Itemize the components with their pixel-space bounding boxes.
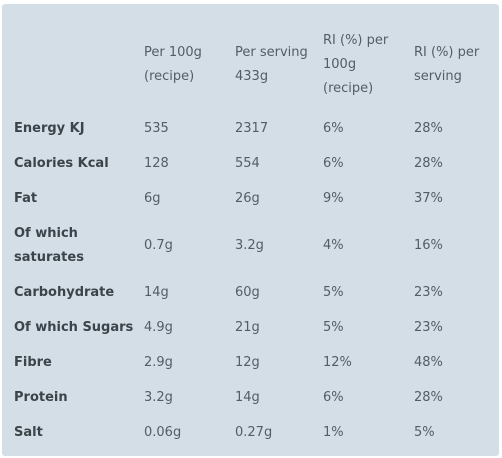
ri-per-serving-value: 23% — [414, 319, 443, 335]
ri-per-100g-value: 5% — [323, 319, 344, 335]
per-100g-value: 128 — [144, 155, 169, 171]
table-row: Energy KJ 535 2317 6% 28% — [14, 111, 494, 146]
nutrient-label: Protein — [14, 389, 68, 405]
per-100g-value: 2.9g — [144, 354, 173, 370]
header-per-serving-label: Per serving 433g — [235, 44, 308, 84]
table-row: Calories Kcal 128 554 6% 28% — [14, 146, 494, 181]
ri-per-serving-value: 48% — [414, 354, 443, 370]
header-row: Per 100g (recipe) Per serving 433g RI (%… — [14, 18, 494, 111]
nutrient-label: Fibre — [14, 354, 52, 370]
nutrient-label: Of which saturates — [14, 216, 144, 275]
per-serving-value: 0.27g — [235, 424, 273, 440]
ri-per-serving-value: 28% — [414, 120, 443, 136]
header-per-serving: Per serving 433g — [235, 18, 323, 111]
per-serving-value: 2317 — [235, 120, 269, 136]
per-serving-value: 60g — [235, 284, 260, 300]
ri-per-serving-value: 28% — [414, 389, 443, 405]
per-serving-value: 14g — [235, 389, 260, 405]
nutrient-label: Calories Kcal — [14, 155, 109, 171]
nutrient-label-text: Of which saturates — [14, 225, 84, 265]
ri-per-100g-value: 9% — [323, 190, 344, 206]
per-serving-value: 12g — [235, 354, 260, 370]
per-serving-value: 554 — [235, 155, 260, 171]
ri-per-serving-value: 28% — [414, 155, 443, 171]
header-ri-per-serving: RI (%) per serving — [414, 18, 494, 111]
per-100g-value: 535 — [144, 120, 169, 136]
per-100g-value: 0.06g — [144, 424, 182, 440]
table-row: Protein 3.2g 14g 6% 28% — [14, 380, 494, 415]
ri-per-serving-value: 23% — [414, 284, 443, 300]
nutrient-label: Salt — [14, 424, 43, 440]
per-100g-value: 0.7g — [144, 237, 173, 253]
per-serving-value: 21g — [235, 319, 260, 335]
table-row: Fat 6g 26g 9% 37% — [14, 181, 494, 216]
header-ri-per-100g: RI (%) per 100g (recipe) — [323, 18, 414, 111]
per-100g-value: 14g — [144, 284, 169, 300]
header-per-100g: Per 100g (recipe) — [144, 18, 235, 111]
header-ri-per-100g-label: RI (%) per 100g (recipe) — [323, 32, 389, 96]
nutrition-table: Per 100g (recipe) Per serving 433g RI (%… — [14, 18, 494, 450]
nutrient-label: Fat — [14, 190, 38, 206]
per-serving-value: 3.2g — [235, 237, 264, 253]
header-per-100g-label: Per 100g (recipe) — [144, 44, 202, 84]
ri-per-100g-value: 4% — [323, 237, 344, 253]
ri-per-100g-value: 1% — [323, 424, 344, 440]
ri-per-serving-value: 16% — [414, 237, 443, 253]
ri-per-100g-value: 12% — [323, 354, 352, 370]
header-nutrient — [14, 18, 144, 111]
table-row: Salt 0.06g 0.27g 1% 5% — [14, 415, 494, 450]
table-row: Fibre 2.9g 12g 12% 48% — [14, 345, 494, 380]
ri-per-100g-value: 5% — [323, 284, 344, 300]
table-row: Of which Sugars 4.9g 21g 5% 23% — [14, 310, 494, 345]
nutrient-label: Energy KJ — [14, 120, 85, 136]
table-row: Of which saturates 0.7g 3.2g 4% 16% — [14, 216, 494, 275]
nutrition-panel: Per 100g (recipe) Per serving 433g RI (%… — [2, 4, 499, 456]
ri-per-100g-value: 6% — [323, 120, 344, 136]
nutrient-label: Carbohydrate — [14, 284, 115, 300]
per-100g-value: 4.9g — [144, 319, 173, 335]
ri-per-100g-value: 6% — [323, 155, 344, 171]
ri-per-serving-value: 37% — [414, 190, 443, 206]
nutrient-label: Of which Sugars — [14, 319, 134, 335]
ri-per-100g-value: 6% — [323, 389, 344, 405]
header-ri-per-serving-label: RI (%) per serving — [414, 44, 480, 84]
ri-per-serving-value: 5% — [414, 424, 435, 440]
table-row: Carbohydrate 14g 60g 5% 23% — [14, 275, 494, 310]
per-100g-value: 6g — [144, 190, 161, 206]
per-serving-value: 26g — [235, 190, 260, 206]
per-100g-value: 3.2g — [144, 389, 173, 405]
